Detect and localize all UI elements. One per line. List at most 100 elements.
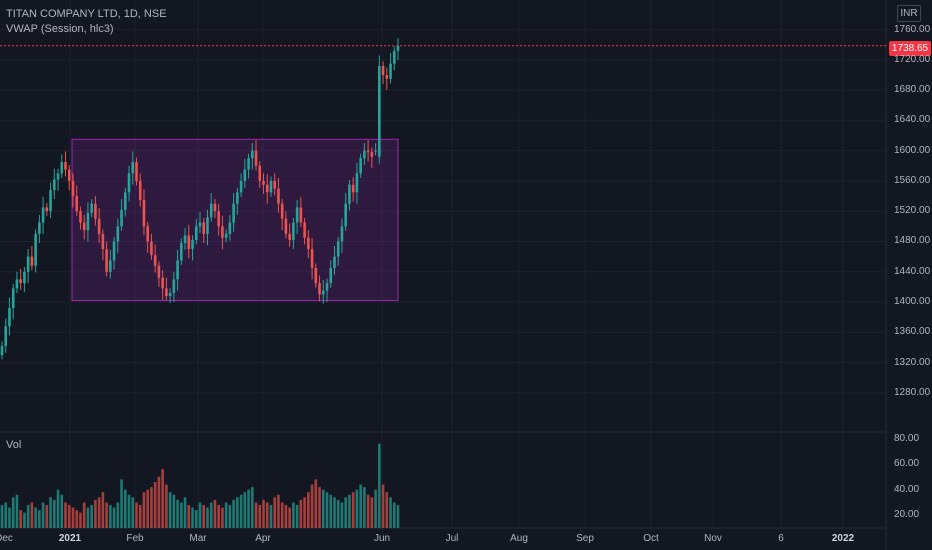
candle-body bbox=[198, 222, 202, 227]
volume-bar bbox=[351, 492, 355, 528]
volume-bar bbox=[172, 494, 176, 528]
price-tick-label: 1400.00 bbox=[894, 296, 931, 308]
candle-body bbox=[135, 162, 138, 181]
volume-bar bbox=[389, 497, 392, 528]
volume-bar bbox=[232, 499, 235, 528]
candle-body bbox=[67, 169, 71, 181]
candle-body bbox=[359, 158, 362, 174]
candle-body bbox=[150, 241, 153, 256]
candle-body bbox=[120, 209, 123, 227]
price-tick-label: 1480.00 bbox=[894, 235, 931, 247]
candle-body bbox=[168, 292, 172, 296]
volume-bar bbox=[4, 502, 8, 528]
volume-bar bbox=[161, 469, 164, 528]
candle-body bbox=[288, 233, 291, 240]
candle-body bbox=[153, 255, 157, 266]
volume-bar bbox=[265, 502, 269, 528]
volume-bar bbox=[310, 484, 314, 528]
volume-bar bbox=[194, 510, 198, 528]
volume-bar bbox=[187, 505, 191, 528]
candle-body bbox=[94, 203, 97, 219]
volume-bar bbox=[146, 489, 149, 528]
volume-bar bbox=[150, 487, 153, 528]
candle-body bbox=[370, 152, 374, 157]
volume-bar bbox=[120, 479, 123, 528]
candle-body bbox=[45, 207, 49, 212]
time-tick-label: 2021 bbox=[58, 533, 82, 544]
price-tick-label: 1280.00 bbox=[894, 386, 931, 398]
volume-bar bbox=[67, 505, 71, 528]
candle-body bbox=[71, 180, 75, 197]
volume-bar bbox=[86, 507, 90, 528]
candle-body bbox=[101, 233, 105, 250]
price-tick-label: 1440.00 bbox=[894, 265, 931, 277]
candle-body bbox=[79, 211, 82, 223]
volume-bar bbox=[236, 497, 239, 528]
candle-body bbox=[82, 222, 86, 231]
currency-badge[interactable]: INR bbox=[897, 5, 921, 22]
candle-body bbox=[243, 169, 247, 181]
candle-body bbox=[19, 279, 22, 284]
candle-body bbox=[56, 173, 60, 180]
candle-body bbox=[396, 45, 400, 51]
candle-body bbox=[4, 326, 8, 346]
vwap-legend[interactable]: VWAP (Session, hlc3) bbox=[6, 23, 114, 35]
time-tick-label: Oct bbox=[643, 533, 659, 544]
volume-bar bbox=[101, 492, 105, 528]
volume-bar bbox=[60, 494, 64, 528]
candle-body bbox=[209, 203, 213, 218]
candle-body bbox=[385, 74, 389, 79]
candle-body bbox=[30, 256, 34, 266]
volume-bar bbox=[228, 505, 232, 528]
price-tick-label: 1680.00 bbox=[894, 84, 931, 96]
candle-body bbox=[15, 279, 19, 289]
candle-body bbox=[351, 184, 355, 193]
candle-body bbox=[314, 267, 318, 284]
candle-body bbox=[262, 180, 265, 185]
volume-bar bbox=[392, 502, 396, 528]
volume-bar bbox=[213, 499, 217, 528]
volume-bar bbox=[168, 492, 172, 528]
candle-body bbox=[254, 150, 258, 166]
volume-bar bbox=[53, 499, 56, 528]
volume-bar bbox=[370, 497, 374, 528]
volume-bar bbox=[11, 497, 15, 528]
candle-body bbox=[295, 207, 299, 223]
volume-bar bbox=[138, 505, 142, 528]
volume-bar bbox=[366, 494, 370, 528]
time-tick-label: Aug bbox=[510, 533, 528, 544]
volume-bar bbox=[374, 489, 377, 528]
volume-bar bbox=[239, 494, 243, 528]
price-tick-label: 1560.00 bbox=[894, 174, 931, 186]
price-tick-label: 1720.00 bbox=[894, 53, 931, 65]
volume-legend[interactable]: Vol bbox=[6, 439, 22, 451]
time-tick-label: Jun bbox=[373, 533, 391, 544]
candle-body bbox=[303, 222, 306, 238]
volume-bar bbox=[359, 484, 362, 528]
volume-bar bbox=[217, 505, 220, 528]
volume-bar bbox=[206, 507, 209, 528]
price-tick-label: 1320.00 bbox=[894, 356, 931, 368]
symbol-legend[interactable]: TITAN COMPANY LTD, 1D, NSE bbox=[6, 8, 167, 20]
candle-body bbox=[221, 226, 224, 238]
time-tick-label: Dec bbox=[0, 533, 13, 544]
volume-bar bbox=[75, 510, 79, 528]
volume-bar bbox=[277, 494, 280, 528]
candle-body bbox=[280, 203, 284, 219]
volume-bar bbox=[135, 502, 138, 528]
price-tick-label: 1600.00 bbox=[894, 144, 931, 156]
price-tick-label: 1640.00 bbox=[894, 114, 931, 126]
volume-bar bbox=[243, 492, 247, 528]
candle-body bbox=[239, 180, 243, 193]
volume-bar bbox=[321, 489, 325, 528]
volume-bar bbox=[336, 499, 340, 528]
volume-bar bbox=[64, 502, 67, 528]
volume-bar bbox=[262, 499, 265, 528]
candle-body bbox=[284, 218, 288, 234]
candle-body bbox=[105, 249, 108, 272]
volume-bar bbox=[183, 497, 187, 528]
time-tick-label: 6 bbox=[778, 533, 784, 544]
candle-body bbox=[392, 50, 396, 64]
volume-bar bbox=[105, 502, 108, 528]
